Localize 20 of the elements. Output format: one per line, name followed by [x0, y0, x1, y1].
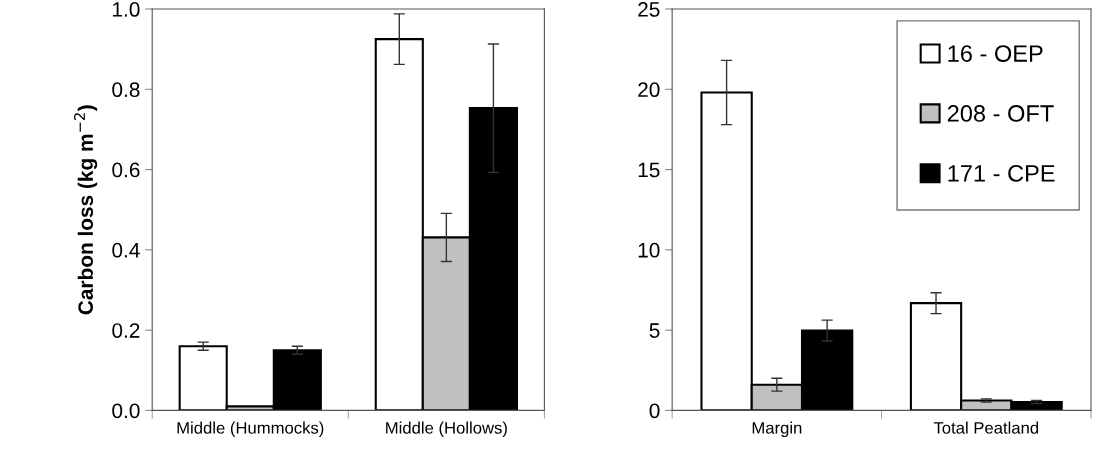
legend-label: 16 - OEP — [948, 45, 1043, 62]
y-tick-label: 0.0 — [112, 403, 140, 419]
y-tick-label: 10 — [638, 242, 660, 258]
x-tick-label: Middle (Hollows) — [386, 421, 507, 438]
legend-label: 208 - OFT — [947, 105, 1054, 122]
y-tick-label: 0.8 — [112, 82, 140, 98]
x-tick-label: Middle (Hummocks) — [177, 421, 324, 438]
y-tick-label: 1.0 — [113, 2, 140, 17]
y-tick-label: 5 — [649, 323, 660, 338]
y-tick-label: 0.6 — [112, 162, 140, 178]
y-tick-label: 25 — [638, 2, 660, 17]
y-tick-label: 20 — [638, 82, 660, 98]
y-tick-label: 0.2 — [112, 323, 140, 338]
x-tick-label: Margin — [752, 421, 802, 438]
y-tick-label: 15 — [638, 162, 660, 178]
y-tick-label: 0.4 — [112, 242, 140, 258]
y-tick-label: 0 — [649, 403, 660, 419]
x-tick-label: Total Peatland — [933, 421, 1039, 434]
legend-label: 171 - CPE — [948, 165, 1055, 182]
y-axis-title: Carbon loss (kg m$^{−2}$) — [74, 105, 98, 315]
